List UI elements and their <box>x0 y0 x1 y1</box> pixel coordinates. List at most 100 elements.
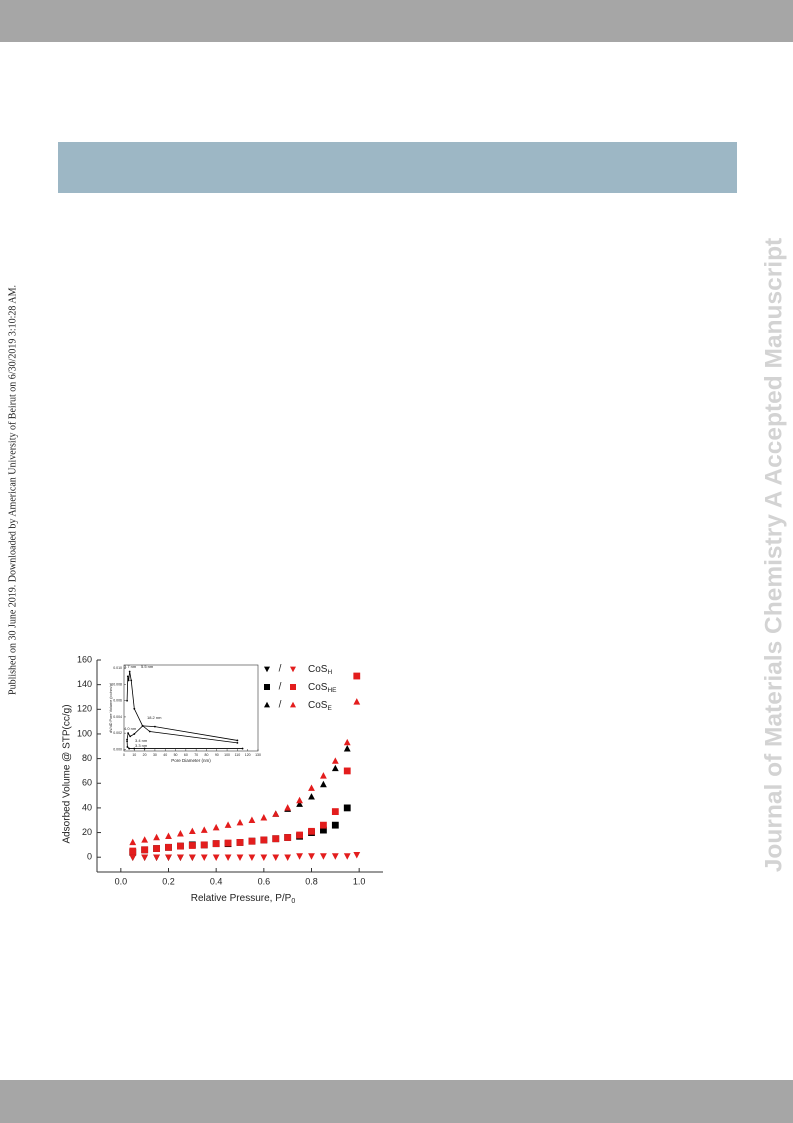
data-point <box>129 854 137 861</box>
data-point <box>272 854 280 861</box>
legend-marker <box>264 666 270 673</box>
y-tick-label: 40 <box>82 802 92 812</box>
data-point <box>248 854 256 861</box>
data-point <box>141 836 149 843</box>
x-tick-label: 0.8 <box>305 876 318 886</box>
data-point <box>331 853 339 860</box>
data-point <box>224 821 232 828</box>
inset-y-tick-label: 0.008 <box>113 682 122 686</box>
legend-name: CoS <box>308 664 328 675</box>
inset-point <box>143 747 146 750</box>
inset-y-tick-label: 0.006 <box>113 699 122 703</box>
y-tick-label: 140 <box>77 679 92 689</box>
legend-name-sub: H <box>327 669 332 676</box>
data-point <box>320 853 327 860</box>
data-point <box>331 821 339 829</box>
data-point <box>272 835 280 843</box>
inset-x-tick-label: 130 <box>255 753 261 757</box>
inset-annotation: 4.0 nm <box>124 726 137 731</box>
data-point <box>320 826 327 834</box>
data-point <box>236 818 244 826</box>
legend-separator: / <box>279 700 282 711</box>
inset-y-tick-label: 0.000 <box>113 747 122 751</box>
inset-x-tick-label: 30 <box>153 753 157 757</box>
data-point <box>343 745 351 752</box>
legend-marker <box>290 701 296 708</box>
data-point <box>248 837 256 845</box>
data-point <box>296 853 303 860</box>
data-point <box>212 823 220 831</box>
inset-annotation: 3.4 nm <box>135 738 148 743</box>
inset-annotation: 5.5 nm <box>141 664 154 669</box>
inset-point <box>128 747 131 750</box>
inset-x-tick-label: 90 <box>215 753 219 757</box>
data-point <box>260 854 268 861</box>
inset-x-tick-label: 10 <box>132 753 136 757</box>
inset-line <box>126 671 238 741</box>
inset-frame <box>123 664 259 752</box>
y-tick-label: 80 <box>82 753 92 763</box>
data-point <box>224 839 232 847</box>
inset-x-tick-label: 100 <box>224 753 230 757</box>
data-point <box>224 854 232 861</box>
y-tick-label: 60 <box>82 778 92 788</box>
data-point <box>343 738 351 746</box>
inset-x-tick-label: 20 <box>143 753 147 757</box>
data-point <box>200 854 208 861</box>
data-point <box>200 826 208 833</box>
inset-point <box>129 735 132 738</box>
x-axis-title: Relative Pressure, P/P0 <box>191 893 296 905</box>
inset-point <box>148 730 151 733</box>
data-point <box>353 672 361 680</box>
legend-name: CoS <box>308 682 328 693</box>
inset-point <box>133 733 136 735</box>
inset-point <box>126 746 129 748</box>
y-tick-label: 20 <box>82 827 92 837</box>
data-point <box>188 842 196 849</box>
inset-annotation: 3.7 nm <box>124 664 137 669</box>
data-point <box>153 854 160 861</box>
sidebar-text: Published on 30 June 2019. Downloaded by… <box>7 285 18 695</box>
inset-point <box>126 740 128 743</box>
y-tick-label: 0 <box>87 852 92 862</box>
title-band <box>58 142 737 193</box>
data-point <box>260 836 268 844</box>
data-point <box>129 838 137 846</box>
data-point <box>165 832 172 839</box>
legend-marker <box>290 666 296 673</box>
inset-x-tick-label: 60 <box>184 753 188 757</box>
legend-separator: / <box>279 664 282 675</box>
data-point <box>296 800 303 807</box>
y-tick-label: 120 <box>77 704 92 714</box>
legend-name-sub: HE <box>327 687 337 694</box>
data-point <box>296 796 303 804</box>
data-point <box>200 841 208 849</box>
data-point <box>308 853 315 860</box>
data-point <box>320 772 327 779</box>
inset-point <box>241 747 244 750</box>
data-point <box>165 854 172 861</box>
inset-point <box>133 707 136 710</box>
inset-point <box>133 747 136 750</box>
data-point <box>320 821 327 829</box>
data-point <box>141 846 149 854</box>
inset-x-tick-label: 50 <box>174 753 178 757</box>
data-point <box>343 804 351 812</box>
data-point <box>343 853 351 860</box>
data-point <box>296 831 303 839</box>
inset-point <box>141 724 144 727</box>
inset-y-tick-label: 0.002 <box>113 731 122 735</box>
data-point <box>272 810 280 817</box>
legend-marker <box>264 701 270 708</box>
inset-point <box>154 725 156 728</box>
inset-x-title: Pore Diameter (nm) <box>171 758 211 763</box>
inset-y-tick-label: 0.010 <box>113 666 122 670</box>
inset-point <box>130 679 133 682</box>
data-point <box>177 830 184 837</box>
inset-point <box>236 741 239 744</box>
x-tick-label: 0.6 <box>258 876 271 886</box>
data-point <box>188 827 196 835</box>
data-point <box>129 847 137 855</box>
x-axis-title-main: Relative Pressure, P/P <box>191 893 292 904</box>
